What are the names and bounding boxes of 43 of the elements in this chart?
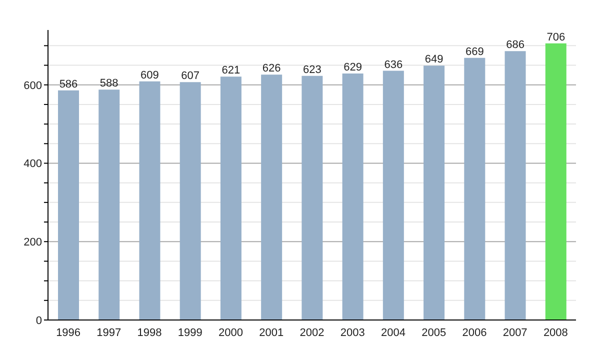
data-label: 706 bbox=[546, 31, 566, 44]
bar bbox=[220, 76, 242, 320]
bar bbox=[98, 90, 120, 320]
bar bbox=[424, 66, 445, 320]
x-tick-label: 2008 bbox=[543, 326, 568, 339]
bar bbox=[504, 51, 526, 320]
x-tick-label: 1996 bbox=[56, 326, 81, 339]
data-label: 623 bbox=[303, 64, 322, 76]
x-tick-label: 2005 bbox=[422, 326, 446, 339]
data-label: 621 bbox=[222, 64, 240, 77]
data-label: 649 bbox=[424, 54, 444, 66]
x-tick-label: 2001 bbox=[259, 326, 284, 339]
bar bbox=[261, 74, 282, 320]
x-tick-label: 2002 bbox=[300, 326, 324, 339]
data-label: 686 bbox=[506, 39, 524, 52]
data-label: 586 bbox=[59, 78, 78, 90]
x-tick-label: 2004 bbox=[380, 326, 406, 339]
data-label: 636 bbox=[384, 58, 403, 71]
bar bbox=[58, 90, 79, 320]
data-label: 609 bbox=[140, 69, 159, 82]
bar bbox=[139, 81, 160, 320]
y-tick-label: 600 bbox=[24, 80, 42, 92]
bar bbox=[180, 82, 201, 320]
y-tick-label: 400 bbox=[24, 158, 42, 170]
x-tick-label: 2007 bbox=[502, 326, 528, 339]
data-label: 607 bbox=[181, 70, 200, 82]
bar bbox=[464, 58, 486, 320]
x-tick-label: 1999 bbox=[178, 326, 202, 339]
bar bbox=[302, 76, 323, 320]
y-tick-label: 200 bbox=[24, 236, 42, 249]
x-tick-label: 1998 bbox=[137, 326, 162, 339]
y-tick-label: 0 bbox=[36, 314, 42, 327]
bar bbox=[342, 74, 364, 320]
data-label: 629 bbox=[344, 62, 362, 74]
bar bbox=[382, 70, 404, 320]
x-tick-label: 2006 bbox=[462, 326, 487, 339]
x-tick-label: 1997 bbox=[96, 326, 122, 339]
bar bbox=[545, 43, 566, 320]
data-label: 588 bbox=[100, 78, 118, 90]
x-tick-label: 2000 bbox=[218, 326, 244, 339]
x-tick-label: 2003 bbox=[340, 326, 365, 339]
data-label: 626 bbox=[262, 62, 281, 75]
data-label: 669 bbox=[465, 46, 484, 58]
